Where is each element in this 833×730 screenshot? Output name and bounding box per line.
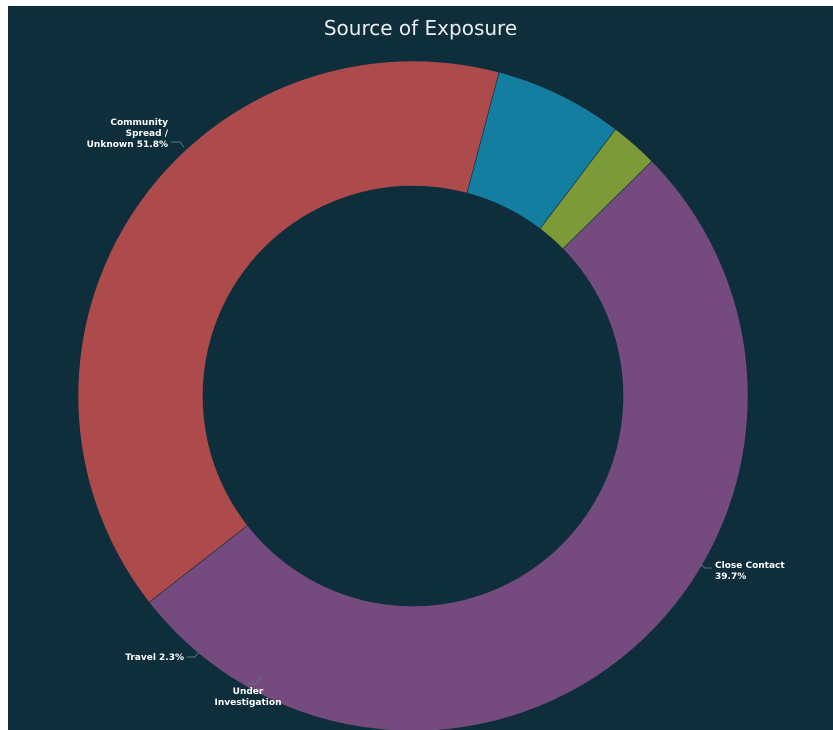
chart-panel: Source of Exposure Community Spread / Unkn… — [8, 6, 833, 730]
data-label: Close Contact — [715, 561, 785, 571]
chart-title: Source of Exposure — [323, 16, 518, 40]
data-label: Travel 2.3% — [125, 653, 184, 663]
leader-line — [171, 141, 185, 148]
leader-line — [699, 563, 712, 569]
slice-close-contact[interactable] — [77, 60, 500, 603]
leader-line — [187, 652, 199, 658]
leader-line — [248, 677, 261, 685]
data-label: Unknown 51.8% — [87, 140, 168, 150]
data-label: 39.7% — [715, 572, 746, 582]
data-label: Spread / — [126, 129, 169, 139]
data-label: Under — [233, 687, 264, 697]
data-label: Investigation — [215, 698, 282, 708]
slice-travel[interactable] — [539, 128, 653, 250]
slice-community-spread-unknown[interactable] — [148, 160, 749, 730]
data-label: Community — [110, 118, 168, 128]
